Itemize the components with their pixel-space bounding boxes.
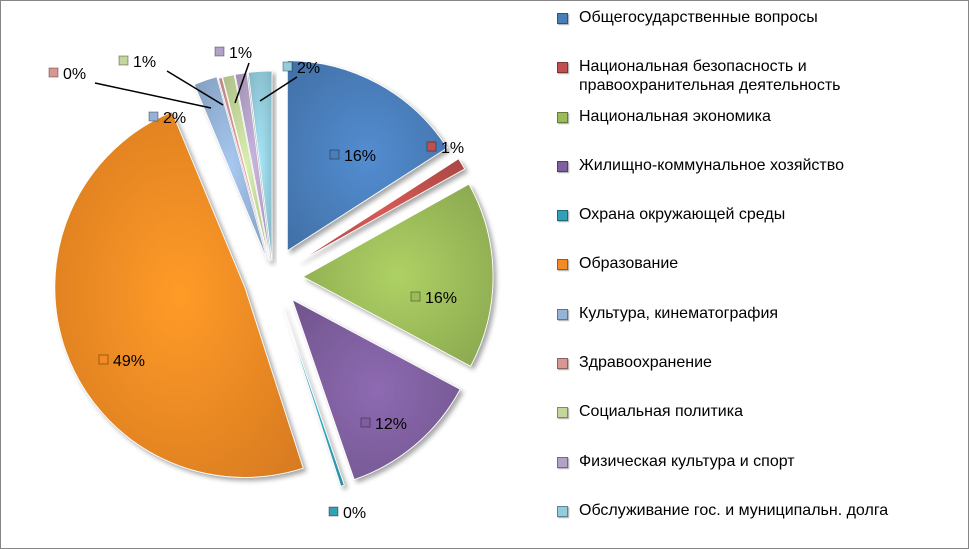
data-label-text: 16% [425, 290, 457, 307]
data-label-text: 1% [133, 54, 156, 71]
pie-slice [247, 70, 273, 262]
data-label: 1% [214, 45, 252, 62]
data-label-marker [328, 506, 339, 517]
legend-item: Здравоохранение [557, 350, 962, 399]
pie-slice [282, 305, 345, 487]
pie-slice [286, 60, 448, 252]
legend-item: Жилищно-коммунальное хозяйство [557, 153, 962, 202]
data-label-marker [48, 67, 59, 78]
legend-item: Социальная политика [557, 399, 962, 448]
legend-marker [557, 456, 568, 468]
data-label: 1% [118, 54, 156, 71]
legend-marker [557, 160, 568, 172]
legend-marker [557, 358, 568, 370]
legend-marker [557, 505, 568, 517]
legend-marker [557, 210, 568, 222]
legend-label: Здравоохранение [579, 354, 712, 372]
legend: Общегосударственные вопросы Национальная… [557, 5, 962, 547]
data-label-marker [426, 141, 437, 152]
data-label-marker [410, 291, 421, 302]
data-label-marker [98, 354, 109, 365]
pie-slice [222, 74, 270, 262]
data-label: 1% [426, 140, 464, 157]
data-label-text: 0% [343, 505, 366, 522]
data-label-text: 2% [163, 110, 186, 127]
leader-line [259, 76, 298, 102]
data-label-marker [282, 61, 293, 72]
leader-lines [94, 62, 298, 109]
legend-item: Обслуживание гос. и муниципальн. долга [557, 498, 962, 547]
pie-slice [234, 72, 271, 262]
leader-line [234, 62, 250, 104]
legend-label: Национальная экономика [579, 107, 771, 125]
pie-slice [217, 76, 270, 262]
legend-item: Культура, кинематография [557, 301, 962, 350]
data-label-text: 1% [441, 140, 464, 157]
legend-label: Физическая культура и спорт [579, 452, 795, 470]
legend-label: Обслуживание гос. и муниципальн. долга [579, 501, 889, 519]
legend-item: Охрана окружающей среды [557, 202, 962, 251]
pie-slices [54, 60, 494, 487]
legend-marker [557, 308, 568, 320]
data-label-text: 12% [375, 416, 407, 433]
data-label-marker [329, 149, 340, 160]
data-label-text: 49% [113, 353, 145, 370]
data-label: 2% [148, 110, 186, 127]
legend-marker [557, 62, 568, 74]
legend-label: Охрана окружающей среды [579, 206, 786, 224]
data-label-text: 0% [63, 66, 86, 83]
data-label: 12% [360, 416, 407, 433]
data-label: 49% [98, 353, 145, 370]
legend-label: Национальная безопасность и правоохранит… [579, 58, 841, 95]
legend-marker [557, 407, 568, 419]
data-label: 2% [282, 60, 320, 77]
data-label: 0% [328, 505, 366, 522]
pie-slice [298, 158, 466, 262]
legend-label: Жилищно-коммунальное хозяйство [579, 156, 844, 174]
pie-slice [302, 183, 494, 367]
pie-slice [193, 76, 268, 261]
leader-line [94, 82, 212, 109]
data-label-marker [360, 417, 371, 428]
legend-item: Общегосударственные вопросы [557, 5, 962, 54]
data-label-text: 2% [297, 60, 320, 77]
pie-slice [54, 111, 304, 478]
pie-slice [291, 299, 461, 481]
legend-item: Национальная экономика [557, 104, 962, 153]
data-label-text: 16% [344, 148, 376, 165]
legend-label: Культура, кинематография [579, 304, 779, 322]
data-label-marker [214, 46, 225, 57]
data-label-marker [118, 55, 129, 66]
legend-item: Физическая культура и спорт [557, 449, 962, 498]
legend-label: Социальная политика [579, 403, 743, 421]
legend-label: Образование [579, 255, 679, 273]
data-label-marker [148, 111, 159, 122]
data-label: 16% [329, 148, 376, 165]
legend-marker [557, 13, 568, 24]
legend-marker [557, 259, 568, 271]
legend-label: Общегосударственные вопросы [579, 9, 818, 26]
leader-line [166, 70, 224, 106]
data-label-text: 1% [229, 45, 252, 62]
data-label: 16% [410, 290, 457, 307]
legend-item: Национальная безопасность и правоохранит… [557, 54, 962, 103]
data-labels: 16% 1% 16% 12% 0% 49% 2% 0% 1% 1% 2% [48, 45, 464, 522]
data-label: 0% [48, 66, 86, 83]
legend-item: Образование [557, 251, 962, 300]
legend-marker [557, 111, 568, 123]
